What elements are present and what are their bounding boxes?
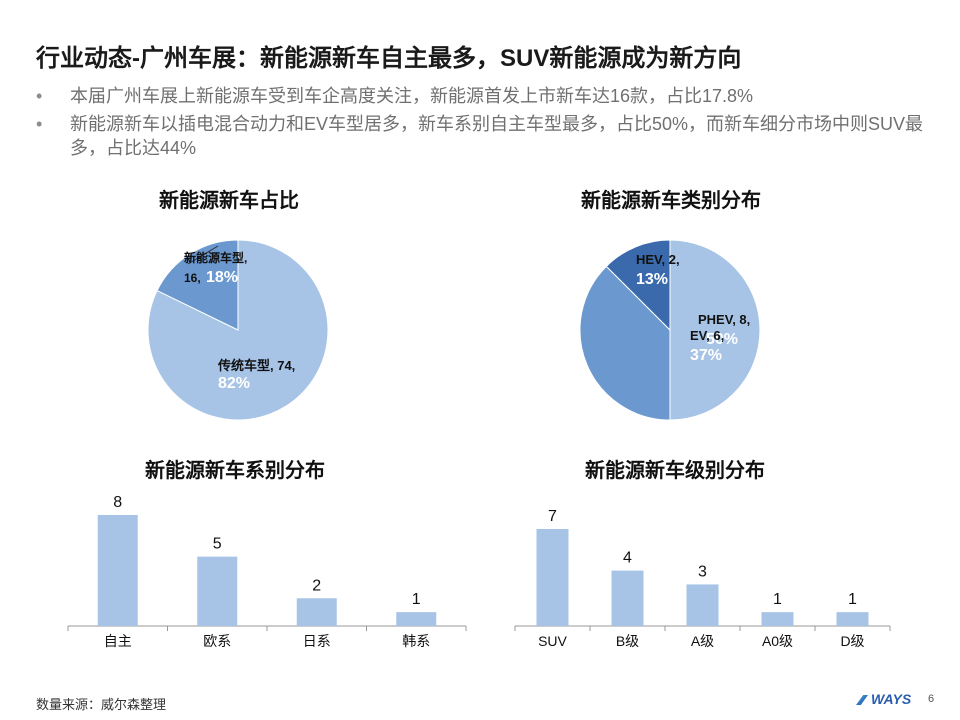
pie-value-nev: 16, xyxy=(184,271,201,285)
bar-data-label: 1 xyxy=(773,591,782,608)
pie-slice-nev xyxy=(156,239,239,331)
chart-title-origin: 新能源新车系别分布 xyxy=(145,460,325,482)
x-tick-label: 欧系 xyxy=(203,633,231,649)
pie-percent-ev: 37% xyxy=(690,347,722,364)
bullet-list: 本届广州车展上新能源车受到车企高度关注，新能源首发上市新车达16款，占比17.8… xyxy=(36,84,926,164)
bar xyxy=(686,584,719,626)
pie-chart-nev-share: 传统车型, 74, 82% 新能源车型, 16, 18% xyxy=(147,239,329,421)
bar-data-label: 7 xyxy=(548,508,557,525)
x-tick-label: 自主 xyxy=(104,633,132,649)
bar-data-label: 1 xyxy=(848,591,857,608)
bar xyxy=(761,612,794,626)
bar xyxy=(611,570,644,626)
bar-data-label: 1 xyxy=(412,591,421,608)
bar xyxy=(836,612,869,626)
chart-title-nev-type: 新能源新车类别分布 xyxy=(581,190,761,212)
bullet-item: 本届广州车展上新能源车受到车企高度关注，新能源首发上市新车达16款，占比17.8… xyxy=(36,84,926,108)
pie-chart-nev-type: PHEV, 8, 50%EV, 6, 37% HEV, 2, 13% xyxy=(579,239,761,421)
page-title: 行业动态-广州车展：新能源新车自主最多，SUV新能源成为新方向 xyxy=(36,45,742,72)
bullet-item: 新能源新车以插电混合动力和EV车型居多，新车系别自主车型最多，占比50%，而新车… xyxy=(36,112,926,160)
pie-label-traditional: 传统车型, 74, xyxy=(217,358,295,373)
bar-chart-segment: 7 SUV 4 B级 3 A级 1 A0级 1 D级 xyxy=(514,508,891,649)
pie-label-hev: HEV, 2, xyxy=(636,252,680,267)
x-tick-label: SUV xyxy=(538,633,567,649)
pie-label-nev: 新能源车型, xyxy=(184,250,247,265)
bar-data-label: 4 xyxy=(623,550,632,567)
page-number: 6 xyxy=(928,693,935,705)
pie-percent-traditional: 82% xyxy=(218,375,250,392)
x-tick-label: 日系 xyxy=(303,633,331,649)
x-tick-label: A级 xyxy=(691,633,714,649)
x-tick-label: A0级 xyxy=(762,633,793,649)
bar-data-label: 8 xyxy=(113,494,122,511)
bar xyxy=(296,598,337,626)
chart-title-segment: 新能源新车级别分布 xyxy=(585,460,765,482)
x-tick-label: 韩系 xyxy=(402,633,430,649)
x-tick-label: D级 xyxy=(840,633,864,649)
pie-slice-hev xyxy=(605,239,671,332)
bar-data-label: 3 xyxy=(698,563,707,580)
pie-slice-phev xyxy=(669,239,761,421)
pie-percent-phev: 50% xyxy=(706,331,738,348)
bar xyxy=(396,612,437,626)
bar-data-label: 2 xyxy=(312,577,321,594)
chart-title-nev-share: 新能源新车占比 xyxy=(159,190,299,212)
bar-chart-origin: 8 自主 5 欧系 2 日系 1 韩系 xyxy=(67,494,467,649)
pie-leader-line xyxy=(187,245,219,265)
ways-logo: WAYS xyxy=(856,691,911,707)
bar xyxy=(97,515,138,626)
ways-logo-icon xyxy=(856,695,868,705)
pie-label-ev: EV, 6, xyxy=(690,328,724,343)
pie-label-phev: PHEV, 8, xyxy=(698,312,750,327)
pie-slice-ev xyxy=(579,265,671,421)
pie-percent-nev: 18% xyxy=(206,269,238,286)
data-source-note: 数量来源：威尔森整理 xyxy=(36,697,167,712)
pie-percent-hev: 13% xyxy=(636,271,668,288)
x-tick-label: B级 xyxy=(616,633,639,649)
bar xyxy=(536,529,569,626)
bar xyxy=(197,556,238,626)
bar-data-label: 5 xyxy=(213,536,222,553)
